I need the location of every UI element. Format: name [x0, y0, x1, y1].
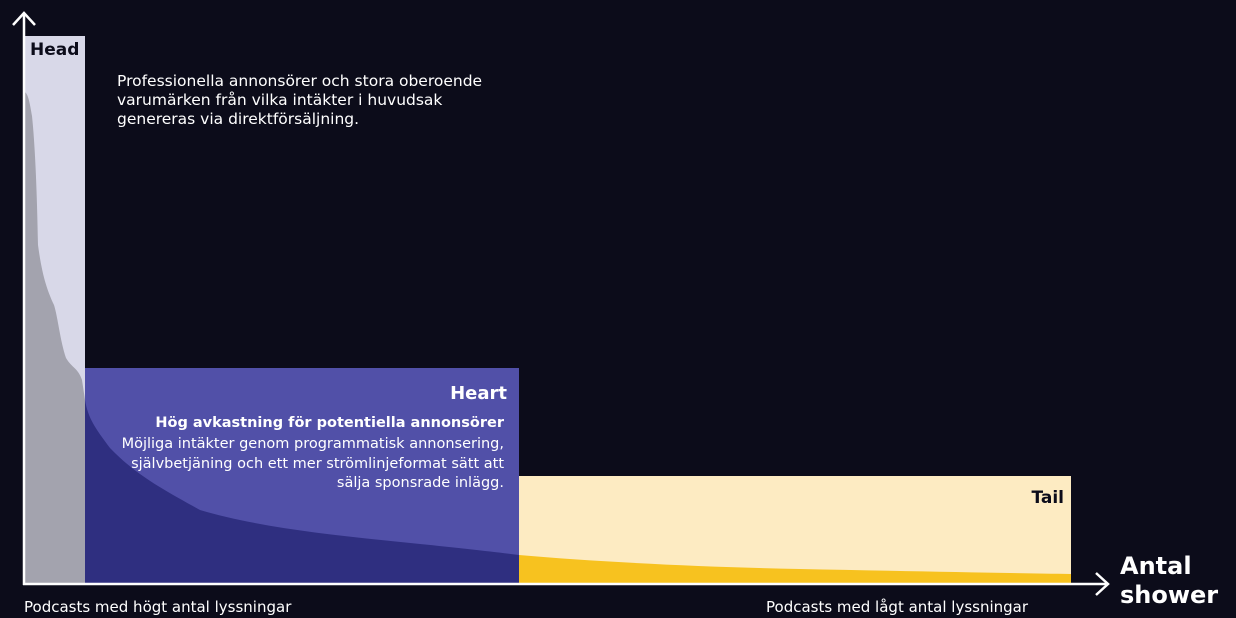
tail-label: Tail — [1031, 488, 1064, 508]
heart-subtitle: Hög avkastning för potentiella annonsöre… — [155, 415, 504, 431]
x-axis-label: Antal shower — [1120, 552, 1218, 610]
heart-label: Heart — [450, 383, 507, 404]
x-axis-label-line2: shower — [1120, 581, 1219, 609]
x-axis-arrowhead — [1095, 572, 1110, 596]
x-axis-label-line1: Antal — [1120, 552, 1192, 580]
heart-description: Möjliga intäkter genom programmatisk ann… — [121, 436, 504, 491]
head-label: Head — [30, 40, 80, 60]
tail-curve — [519, 555, 1071, 584]
head-description: Professionella annonsörer och stora ober… — [117, 72, 483, 128]
heart-curve — [85, 400, 519, 584]
left-axis-caption: Podcasts med högt antal lyssningar — [24, 598, 292, 616]
y-axis-arrowhead — [12, 11, 36, 26]
head-curve — [24, 92, 85, 584]
right-axis-caption: Podcasts med lågt antal lyssningar — [766, 598, 1029, 616]
